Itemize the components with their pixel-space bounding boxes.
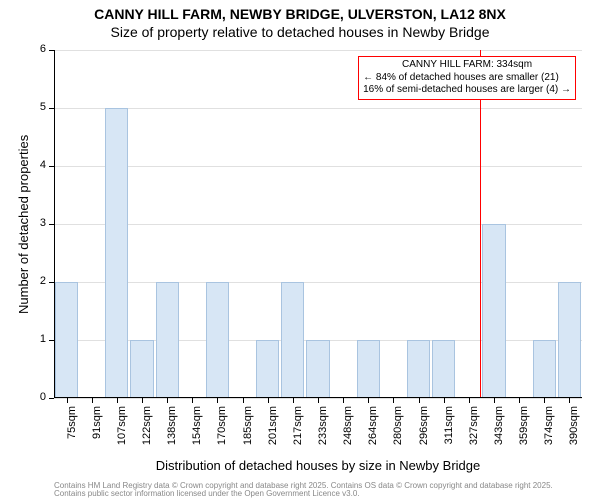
- x-tick-mark: [368, 398, 369, 403]
- y-tick-mark: [49, 398, 54, 399]
- x-tick-mark: [167, 398, 168, 403]
- gridline: [54, 50, 582, 51]
- x-tick-label: 296sqm: [418, 406, 430, 445]
- x-tick-mark: [192, 398, 193, 403]
- histogram-bar: [281, 282, 304, 398]
- x-tick-mark: [142, 398, 143, 403]
- histogram-bar: [482, 224, 505, 398]
- x-tick-mark: [217, 398, 218, 403]
- x-tick-label: 201sqm: [267, 406, 279, 445]
- x-tick-label: 248sqm: [342, 406, 354, 445]
- x-tick-mark: [343, 398, 344, 403]
- y-axis-label: Number of detached properties: [16, 134, 31, 313]
- x-tick-mark: [519, 398, 520, 403]
- x-tick-label: 122sqm: [141, 406, 153, 445]
- x-tick-label: 327sqm: [468, 406, 480, 445]
- x-tick-label: 185sqm: [242, 406, 254, 445]
- x-tick-mark: [67, 398, 68, 403]
- x-tick-label: 264sqm: [367, 406, 379, 445]
- histogram-bar: [306, 340, 329, 398]
- x-tick-label: 138sqm: [166, 406, 178, 445]
- x-tick-label: 374sqm: [543, 406, 555, 445]
- y-tick-mark: [49, 166, 54, 167]
- x-tick-label: 343sqm: [493, 406, 505, 445]
- y-tick-mark: [49, 108, 54, 109]
- histogram-bar: [256, 340, 279, 398]
- x-tick-mark: [469, 398, 470, 403]
- x-tick-label: 390sqm: [568, 406, 580, 445]
- y-tick-label: 6: [40, 43, 46, 55]
- x-tick-mark: [318, 398, 319, 403]
- x-tick-mark: [293, 398, 294, 403]
- y-tick-mark: [49, 224, 54, 225]
- histogram-bar: [156, 282, 179, 398]
- y-tick-mark: [49, 282, 54, 283]
- x-tick-mark: [569, 398, 570, 403]
- histogram-bar: [533, 340, 556, 398]
- x-tick-mark: [419, 398, 420, 403]
- x-tick-label: 107sqm: [116, 406, 128, 445]
- annotation-line: 16% of semi-detached houses are larger (…: [363, 84, 571, 97]
- annotation-callout: CANNY HILL FARM: 334sqm← 84% of detached…: [358, 56, 576, 100]
- x-axis-label: Distribution of detached houses by size …: [156, 458, 480, 473]
- x-tick-label: 75sqm: [66, 406, 78, 439]
- y-tick-label: 1: [40, 333, 46, 345]
- x-tick-mark: [544, 398, 545, 403]
- x-tick-mark: [243, 398, 244, 403]
- reference-line: [480, 50, 481, 398]
- histogram-bar: [558, 282, 581, 398]
- histogram-bar: [357, 340, 380, 398]
- y-tick-mark: [49, 340, 54, 341]
- chart-title-line1: CANNY HILL FARM, NEWBY BRIDGE, ULVERSTON…: [94, 6, 506, 22]
- annotation-line: ← 84% of detached houses are smaller (21…: [363, 72, 571, 85]
- x-tick-mark: [117, 398, 118, 403]
- x-tick-label: 154sqm: [191, 406, 203, 445]
- x-tick-mark: [393, 398, 394, 403]
- chart-title-line2: Size of property relative to detached ho…: [111, 24, 490, 40]
- y-tick-label: 2: [40, 275, 46, 287]
- x-tick-label: 217sqm: [292, 406, 304, 445]
- x-tick-label: 170sqm: [216, 406, 228, 445]
- plot-area: [54, 50, 582, 398]
- x-tick-mark: [494, 398, 495, 403]
- histogram-bar: [55, 282, 78, 398]
- histogram-bar: [105, 108, 128, 398]
- x-tick-label: 91sqm: [91, 406, 103, 439]
- y-tick-label: 3: [40, 217, 46, 229]
- histogram-bar: [432, 340, 455, 398]
- x-tick-mark: [268, 398, 269, 403]
- y-tick-label: 0: [40, 391, 46, 403]
- source-attribution: Contains HM Land Registry data © Crown c…: [54, 482, 582, 498]
- x-tick-mark: [92, 398, 93, 403]
- x-tick-mark: [444, 398, 445, 403]
- gridline: [54, 108, 582, 109]
- x-tick-label: 233sqm: [317, 406, 329, 445]
- y-axis-line: [54, 50, 55, 398]
- gridline: [54, 166, 582, 167]
- y-tick-mark: [49, 50, 54, 51]
- histogram-bar: [407, 340, 430, 398]
- annotation-line: CANNY HILL FARM: 334sqm: [363, 59, 571, 72]
- histogram-bar: [130, 340, 153, 398]
- histogram-bar: [206, 282, 229, 398]
- chart-stage: CANNY HILL FARM, NEWBY BRIDGE, ULVERSTON…: [0, 0, 600, 500]
- y-tick-label: 4: [40, 159, 46, 171]
- y-tick-label: 5: [40, 101, 46, 113]
- x-tick-label: 280sqm: [392, 406, 404, 445]
- x-tick-label: 311sqm: [443, 406, 455, 444]
- x-tick-label: 359sqm: [518, 406, 530, 445]
